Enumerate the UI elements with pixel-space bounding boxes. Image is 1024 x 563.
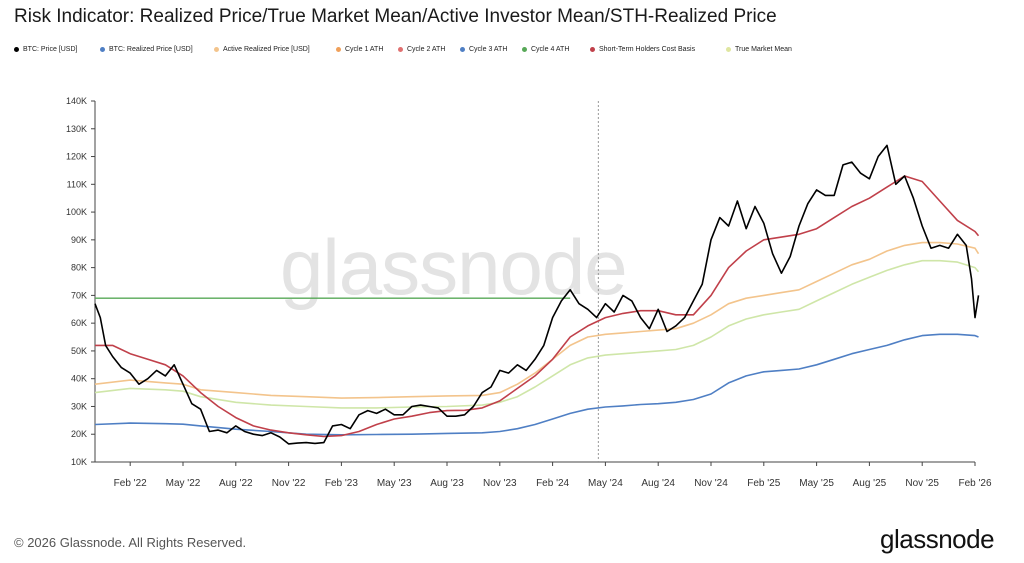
y-tick-label: 30K <box>71 401 87 411</box>
legend-swatch <box>398 47 403 52</box>
x-tick-label: May '24 <box>588 478 623 489</box>
x-tick-label: Feb '25 <box>747 478 780 489</box>
x-tick-label: Aug '25 <box>853 478 887 489</box>
legend-swatch <box>14 47 19 52</box>
legend-swatch <box>726 47 731 52</box>
series-line-active-realized-price-usd <box>94 241 980 399</box>
x-tick-label: Feb '24 <box>536 478 569 489</box>
legend-item-cycle3-ath[interactable]: Cycle 3 ATH <box>460 46 507 53</box>
glassnode-logo: glassnode <box>880 524 995 554</box>
legend-item-sth-cost-basis[interactable]: Short-Term Holders Cost Basis <box>590 46 695 53</box>
x-tick-label: Feb '23 <box>325 478 358 489</box>
legend-swatch <box>460 47 465 52</box>
legend-label: BTC: Realized Price [USD] <box>109 46 193 53</box>
y-tick-label: 130K <box>66 124 87 134</box>
y-tick-label: 60K <box>71 318 87 328</box>
watermark: glassnode <box>280 223 628 311</box>
y-tick-label: 10K <box>71 457 87 467</box>
series-line-btc-realized-price-usd <box>94 333 979 436</box>
copyright-text: © 2026 Glassnode. All Rights Reserved. <box>14 535 247 550</box>
y-tick-label: 70K <box>71 290 87 300</box>
legend-label: BTC: Price [USD] <box>23 46 78 53</box>
legend-swatch <box>336 47 341 52</box>
legend-label: Cycle 2 ATH <box>407 46 446 53</box>
legend-swatch <box>100 47 105 52</box>
y-tick-label: 80K <box>71 263 87 273</box>
x-tick-label: May '25 <box>799 478 834 489</box>
y-tick-label: 50K <box>71 346 87 356</box>
y-tick-label: 120K <box>66 152 87 162</box>
y-tick-label: 40K <box>71 374 87 384</box>
x-tick-label: May '22 <box>166 478 201 489</box>
x-tick-label: Nov '25 <box>905 478 939 489</box>
series-line-true-market-mean <box>94 259 980 409</box>
y-tick-label: 100K <box>66 207 87 217</box>
y-tick-label: 90K <box>71 235 87 245</box>
legend-label: Cycle 4 ATH <box>531 46 570 53</box>
series-line-btc-price-usd <box>94 144 980 445</box>
legend-label: Active Realized Price [USD] <box>223 46 310 53</box>
legend-label: Cycle 1 ATH <box>345 46 384 53</box>
x-tick-label: May '23 <box>377 478 412 489</box>
legend-item-realized-price[interactable]: BTC: Realized Price [USD] <box>100 46 193 53</box>
legend-swatch <box>590 47 595 52</box>
y-tick-label: 140K <box>66 96 87 106</box>
y-tick-label: 110K <box>67 179 87 189</box>
legend-swatch <box>214 47 219 52</box>
x-tick-label: Nov '22 <box>272 478 306 489</box>
x-tick-label: Feb '26 <box>958 478 991 489</box>
y-tick-label: 20K <box>71 429 87 439</box>
x-tick-label: Aug '22 <box>219 478 253 489</box>
x-tick-label: Nov '24 <box>694 478 728 489</box>
x-tick-label: Aug '24 <box>641 478 675 489</box>
legend-item-cycle4-ath[interactable]: Cycle 4 ATH <box>522 46 569 53</box>
x-tick-label: Aug '23 <box>430 478 464 489</box>
legend-swatch <box>522 47 527 52</box>
legend-item-cycle1-ath[interactable]: Cycle 1 ATH <box>336 46 383 53</box>
legend-label: Cycle 3 ATH <box>469 46 508 53</box>
series-line-short-term-holders-cost-basis <box>95 175 980 438</box>
legend-item-active-realized-price[interactable]: Active Realized Price [USD] <box>214 46 310 53</box>
legend-item-btc-price[interactable]: BTC: Price [USD] <box>14 46 77 53</box>
x-tick-label: Feb '22 <box>114 478 147 489</box>
legend-item-cycle2-ath[interactable]: Cycle 2 ATH <box>398 46 445 53</box>
legend-label: Short-Term Holders Cost Basis <box>599 46 696 53</box>
page-title: Risk Indicator: Realized Price/True Mark… <box>14 6 777 27</box>
legend-item-true-market-mean[interactable]: True Market Mean <box>726 46 792 53</box>
x-tick-label: Nov '23 <box>483 478 517 489</box>
legend-label: True Market Mean <box>735 46 792 53</box>
